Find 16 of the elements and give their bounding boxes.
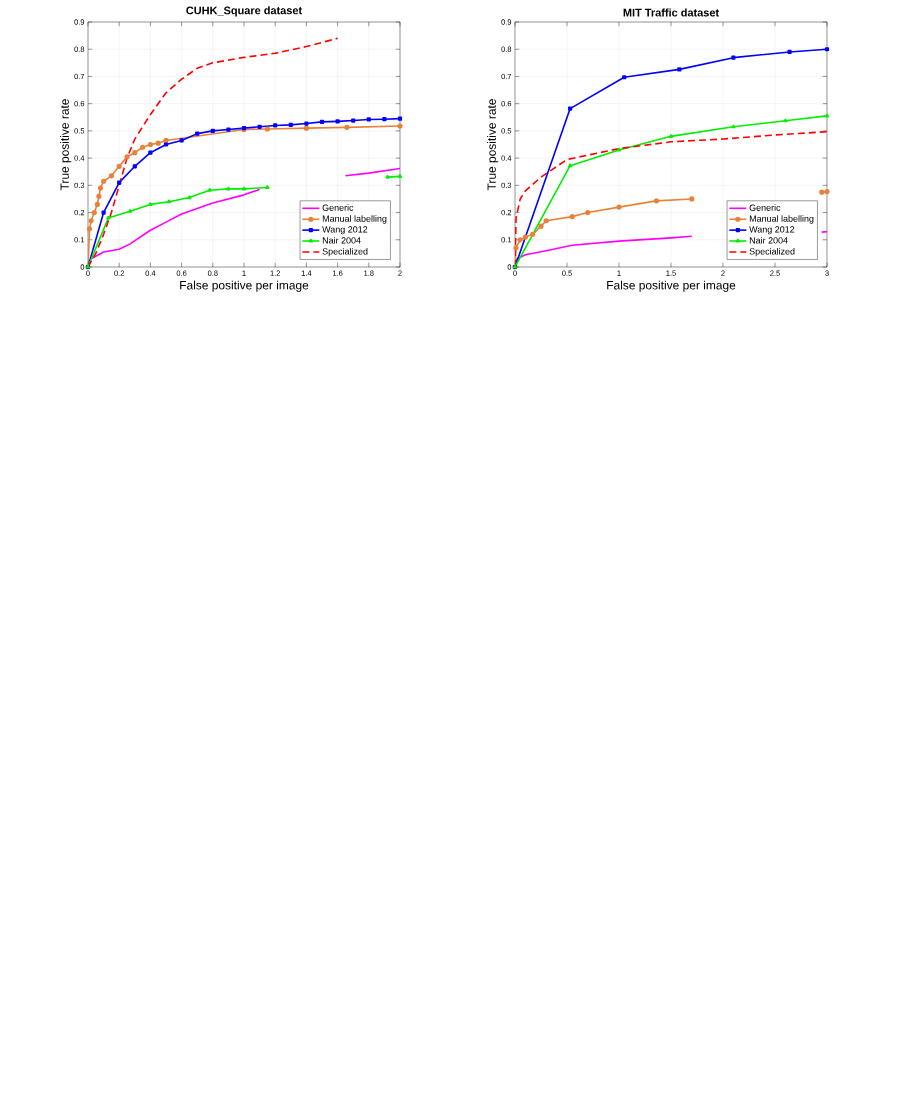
legend-label: Specialized: [322, 247, 368, 257]
legend-label: Generic: [322, 204, 354, 211]
y-axis-title: True positive rate: [487, 99, 499, 191]
x-axis-title: False positive per image: [607, 280, 736, 292]
legend-label: Nair 2004: [749, 236, 788, 244]
legend-label: Manual labelling: [749, 215, 814, 224]
chart-title: MIT Traffic dataset: [623, 8, 719, 17]
legend-label: Specialized: [749, 247, 795, 257]
legend-label: Wang 2012: [322, 226, 368, 235]
legend-label: Generic: [749, 204, 781, 211]
y-axis-title: True positive rate: [60, 99, 72, 191]
chart-title: CUHK_Square dataset: [186, 6, 302, 17]
legend-label: Nair 2004: [322, 236, 361, 244]
legend-label: Wang 2012: [749, 226, 795, 235]
legend-label: Manual labelling: [322, 215, 387, 224]
x-axis-title: False positive per image: [180, 280, 309, 292]
